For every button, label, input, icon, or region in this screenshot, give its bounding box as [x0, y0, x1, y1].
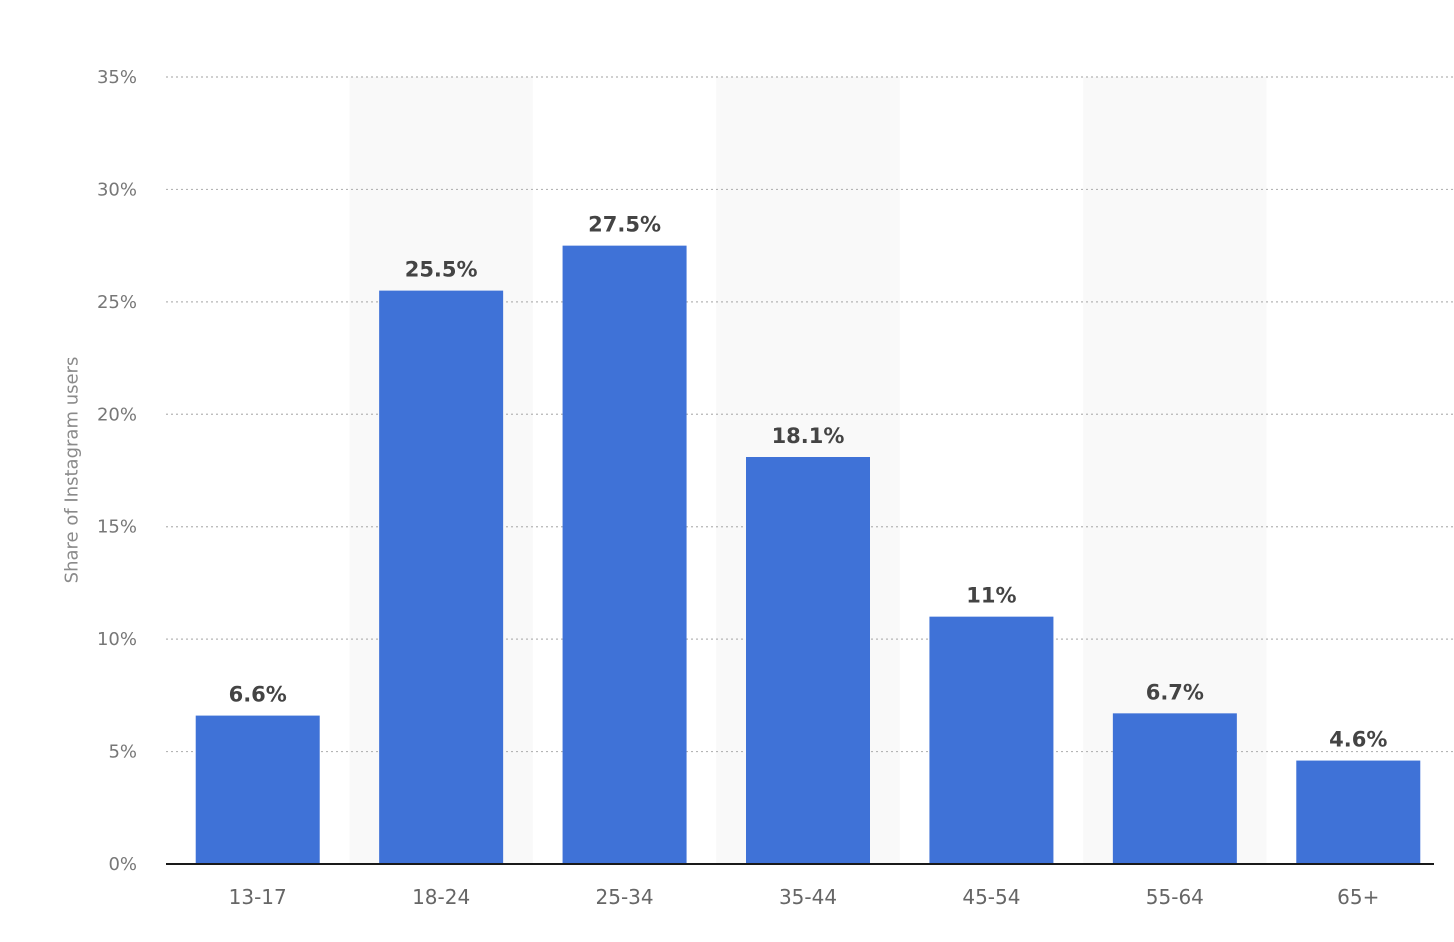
x-tick-label: 45-54 — [962, 885, 1020, 909]
y-tick-label: 35% — [97, 67, 137, 88]
bar — [195, 715, 320, 864]
x-tick-label: 25-34 — [596, 885, 654, 909]
x-tick-label: 18-24 — [412, 885, 470, 909]
bar — [929, 616, 1054, 864]
bar — [1296, 760, 1421, 864]
y-tick-label: 25% — [97, 292, 137, 313]
bar — [746, 457, 870, 864]
x-tick-label: 65+ — [1337, 885, 1379, 909]
y-tick-label: 20% — [97, 404, 137, 425]
x-tick-label: 55-64 — [1146, 885, 1204, 909]
y-tick-label: 10% — [97, 629, 137, 650]
data-label: 27.5% — [588, 213, 661, 237]
y-axis-ticks: 0% 5% 10% 15% 20% 25% 30% 35% — [97, 67, 137, 875]
data-label: 6.7% — [1146, 680, 1204, 704]
y-tick-label: 15% — [97, 517, 137, 538]
bar — [379, 290, 504, 865]
bar — [1112, 713, 1237, 864]
data-label: 11% — [966, 584, 1016, 608]
data-label: 25.5% — [405, 258, 478, 282]
x-tick-label: 13-17 — [229, 885, 287, 909]
y-tick-label: 5% — [108, 742, 137, 763]
value-labels: 6.6% 25.5% 27.5% 18.1% 11% 6.7% 4.6% — [229, 213, 1388, 752]
data-label: 18.1% — [772, 424, 845, 448]
data-label: 6.6% — [229, 683, 287, 707]
y-tick-label: 0% — [108, 854, 137, 875]
y-tick-label: 30% — [97, 179, 137, 200]
x-tick-label: 35-44 — [779, 885, 837, 909]
bars — [195, 245, 1421, 865]
bar — [562, 245, 687, 865]
data-label: 4.6% — [1329, 728, 1387, 752]
y-axis-label: Share of Instagram users — [61, 356, 83, 584]
x-axis-ticks: 13-17 18-24 25-34 35-44 45-54 55-64 65+ — [229, 885, 1380, 909]
